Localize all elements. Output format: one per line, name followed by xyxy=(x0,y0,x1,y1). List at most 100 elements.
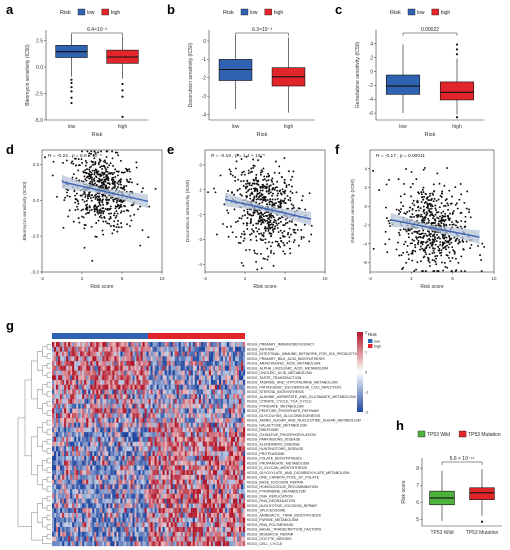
scatter-point xyxy=(262,167,265,170)
heatmap-cell xyxy=(70,432,73,438)
heatmap-cell xyxy=(124,436,127,442)
scatter-point xyxy=(128,170,131,173)
scatter-point xyxy=(293,206,295,209)
heatmap-cell xyxy=(124,446,127,452)
heatmap-cell xyxy=(76,441,79,447)
scatter-point xyxy=(279,192,282,195)
heatmap-cell xyxy=(138,451,141,457)
scatter-point xyxy=(95,193,97,196)
scatter-point xyxy=(265,203,268,206)
scatter-point xyxy=(82,193,85,196)
heatmap-cell xyxy=(144,379,147,385)
heatmap-cell xyxy=(158,446,161,452)
heatmap-cell xyxy=(158,394,161,400)
heatmap-cell xyxy=(80,346,83,352)
heatmap-cell xyxy=(60,446,63,452)
scatter-point xyxy=(261,213,264,216)
heatmap-cell xyxy=(138,365,141,371)
heatmap-cell xyxy=(242,398,246,404)
scatter-point xyxy=(300,237,303,240)
scatter-point xyxy=(265,190,268,192)
heatmap-cell xyxy=(58,474,61,480)
heatmap-cell xyxy=(238,346,242,352)
heatmap-cell xyxy=(122,375,125,381)
heatmap-cell xyxy=(154,460,157,466)
scatter-point xyxy=(269,226,272,229)
box-outlier xyxy=(70,101,73,105)
heatmap-cell xyxy=(232,384,236,390)
heatmap-cell xyxy=(86,389,89,395)
scatter-point xyxy=(90,176,93,179)
heatmap-cell xyxy=(164,441,167,447)
heatmap-cell xyxy=(238,465,242,471)
scatter-point xyxy=(443,220,446,222)
scatter-point xyxy=(109,225,112,228)
heatmap-cell xyxy=(104,365,107,371)
heatmap-cell xyxy=(232,451,236,457)
heatmap-cell xyxy=(168,484,171,490)
scatter-point xyxy=(404,167,407,170)
heatmap-cell xyxy=(82,427,85,433)
scatter-point xyxy=(457,242,460,245)
scatter-point xyxy=(115,226,118,228)
heatmap-cell xyxy=(140,360,143,366)
heatmap-cell xyxy=(170,370,173,376)
heatmap-cell xyxy=(88,436,91,442)
heatmap-cell xyxy=(108,375,111,381)
scatter-point xyxy=(454,224,457,227)
heatmap-cell xyxy=(134,370,137,376)
heatmap-cell xyxy=(84,432,87,438)
heatmap-cell xyxy=(120,398,123,404)
scatter-point xyxy=(422,191,425,194)
scatter-point xyxy=(237,178,240,181)
heatmap-cell xyxy=(242,460,246,466)
heatmap-cell xyxy=(154,470,157,475)
y-axis-title: Doxorubicin sensitivity (IC50) xyxy=(188,42,194,107)
heatmap-cell xyxy=(166,370,169,376)
heatmap-cell xyxy=(120,446,123,452)
heatmap-cell xyxy=(94,441,97,447)
scatter-point xyxy=(249,194,252,197)
heatmap-cell xyxy=(72,351,75,357)
scatter-point xyxy=(102,212,105,215)
heatmap-cell xyxy=(176,470,179,475)
scatter-point xyxy=(139,244,142,247)
heatmap-cell xyxy=(218,342,222,347)
heatmap-cell xyxy=(184,470,187,475)
heatmap-cell xyxy=(74,413,77,419)
heatmap-cell xyxy=(218,370,222,376)
heatmap-cell xyxy=(80,408,83,414)
scatter-point xyxy=(84,159,87,162)
heatmap-cell xyxy=(114,342,117,347)
heatmap-cell xyxy=(136,375,139,381)
heatmap-cell xyxy=(180,351,183,357)
scatter-point xyxy=(440,196,443,198)
heatmap-cell xyxy=(162,460,165,466)
scatter-point xyxy=(279,205,282,208)
scatter-point xyxy=(264,229,267,232)
legend-label: high xyxy=(441,10,451,16)
heatmap-cell xyxy=(60,484,63,490)
scatter-point xyxy=(428,233,431,236)
heatmap-cell xyxy=(68,474,71,480)
scatter-point xyxy=(106,198,108,201)
heatmap-cell xyxy=(206,403,209,409)
heatmap-cell xyxy=(230,432,234,438)
scatter-point xyxy=(236,188,239,191)
box-body xyxy=(439,81,475,101)
scatter-point xyxy=(440,217,443,220)
heatmap-cell xyxy=(56,394,59,400)
heatmap-cell xyxy=(158,370,161,376)
legend-title: Risk xyxy=(223,10,234,16)
heatmap-cell xyxy=(96,455,99,461)
heatmap-cell xyxy=(52,432,55,438)
heatmap-cell xyxy=(124,484,127,490)
heatmap-cell xyxy=(132,451,135,457)
heatmap-cell xyxy=(138,441,141,447)
heatmap-cell xyxy=(86,417,89,423)
heatmap-cell xyxy=(134,384,137,390)
heatmap-cell xyxy=(194,455,197,461)
heatmap-cell xyxy=(226,346,230,352)
heatmap-cell xyxy=(158,427,161,433)
heatmap-cell xyxy=(154,422,157,428)
